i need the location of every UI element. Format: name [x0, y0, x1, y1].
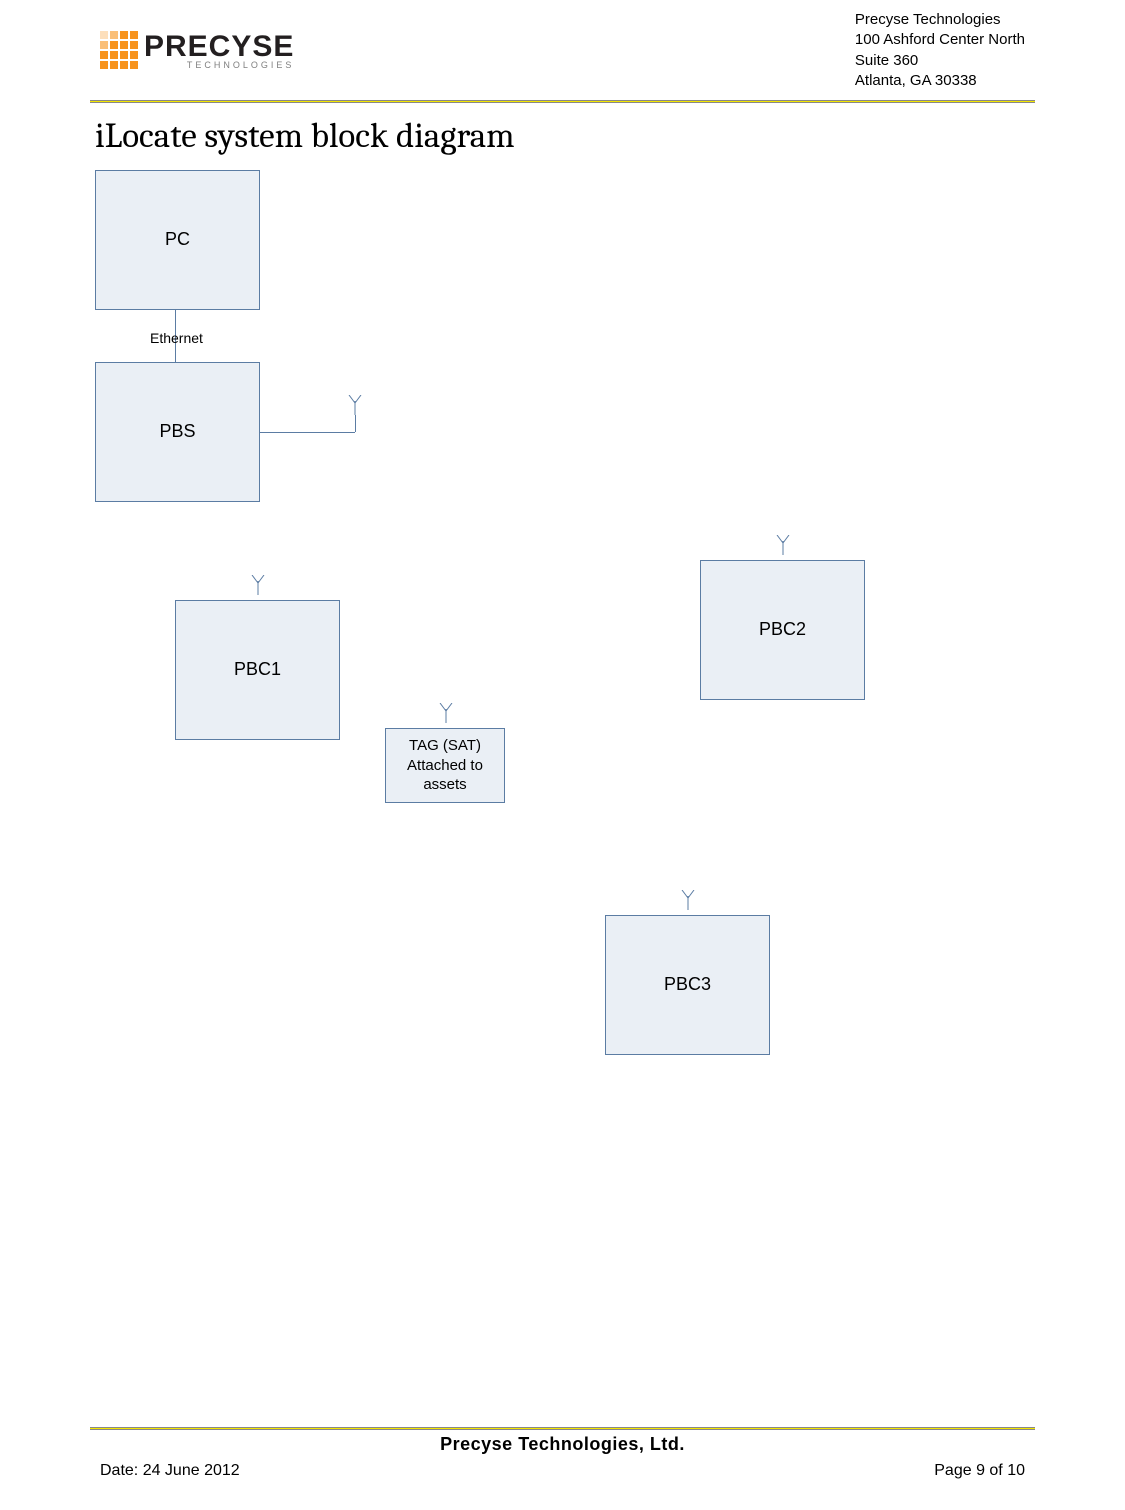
antenna-icon — [775, 535, 791, 555]
block-diagram: PC PBS PBC1 PBC2 PBC3 TAG (SAT)Attached toass… — [95, 170, 995, 1270]
address-line: Suite 360 — [855, 51, 1025, 71]
block-pbs: PBS — [95, 362, 260, 502]
footer-page: Page 9 of 10 — [934, 1462, 1025, 1480]
footer-rule — [90, 1427, 1035, 1430]
address-line: Precyse Technologies — [855, 10, 1025, 30]
antenna-icon — [250, 575, 266, 595]
block-pc: PC — [95, 170, 260, 310]
antenna-icon — [680, 890, 696, 910]
page-title: iLocate system block diagram — [95, 115, 515, 156]
logo-mark — [100, 31, 138, 69]
logo-main-text: PRECYSE — [144, 30, 294, 64]
connector-line — [260, 432, 355, 433]
page-header: PRECYSE TECHNOLOGIES Precyse Technologie… — [100, 10, 1025, 100]
block-pbc1: PBC1 — [175, 600, 340, 740]
company-address: Precyse Technologies 100 Ashford Center … — [855, 10, 1025, 91]
logo-sub-text: TECHNOLOGIES — [144, 60, 294, 70]
antenna-icon — [438, 703, 454, 723]
header-rule — [90, 100, 1035, 103]
footer-date: Date: 24 June 2012 — [100, 1462, 240, 1480]
address-line: Atlanta, GA 30338 — [855, 71, 1025, 91]
footer-company: Precyse Technologies, Ltd. — [0, 1434, 1125, 1455]
logo-text: PRECYSE TECHNOLOGIES — [144, 30, 294, 70]
block-tag: TAG (SAT)Attached toassets — [385, 728, 505, 803]
edge-label-ethernet: Ethernet — [150, 330, 203, 346]
connector-line — [355, 415, 356, 432]
antenna-icon — [347, 395, 363, 415]
address-line: 100 Ashford Center North — [855, 30, 1025, 50]
block-pbc2: PBC2 — [700, 560, 865, 700]
company-logo: PRECYSE TECHNOLOGIES — [100, 30, 294, 70]
block-pbc3: PBC3 — [605, 915, 770, 1055]
